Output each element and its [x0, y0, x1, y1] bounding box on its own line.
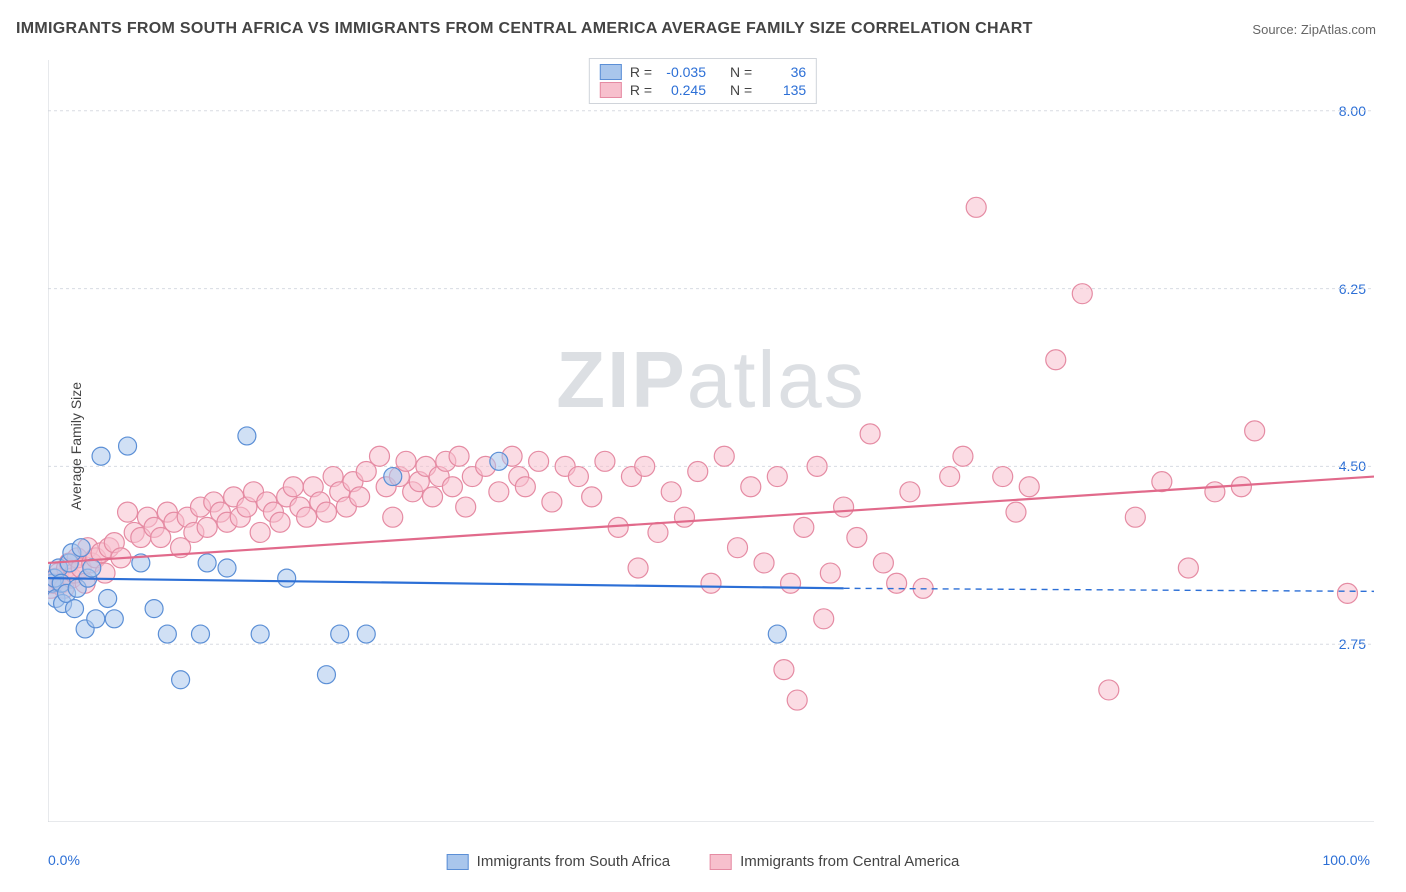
legend-item-pink: Immigrants from Central America [710, 853, 959, 870]
n-value-blue: 36 [760, 64, 806, 80]
r-label: R = [630, 82, 652, 98]
legend-label-blue: Immigrants from South Africa [477, 853, 670, 870]
legend-row-pink: R = 0.245 N = 135 [600, 81, 806, 99]
r-value-pink: 0.245 [660, 82, 706, 98]
swatch-blue [447, 854, 469, 870]
n-value-pink: 135 [760, 82, 806, 98]
plot-area: ZIPatlas [48, 60, 1374, 822]
legend-row-blue: R = -0.035 N = 36 [600, 63, 806, 81]
r-label: R = [630, 64, 652, 80]
source-label: Source: [1252, 22, 1297, 37]
chart-title: IMMIGRANTS FROM SOUTH AFRICA VS IMMIGRAN… [16, 20, 1033, 38]
source-name: ZipAtlas.com [1301, 22, 1376, 37]
legend-label-pink: Immigrants from Central America [740, 853, 959, 870]
n-label: N = [730, 82, 752, 98]
series-legend: Immigrants from South Africa Immigrants … [447, 853, 960, 870]
x-tick-min: 0.0% [48, 852, 80, 868]
scatter-plot [48, 60, 1374, 822]
swatch-blue [600, 64, 622, 80]
r-value-blue: -0.035 [660, 64, 706, 80]
legend-item-blue: Immigrants from South Africa [447, 853, 670, 870]
n-label: N = [730, 64, 752, 80]
correlation-legend: R = -0.035 N = 36 R = 0.245 N = 135 [589, 58, 817, 104]
x-tick-max: 100.0% [1323, 852, 1370, 868]
swatch-pink [710, 854, 732, 870]
swatch-pink [600, 82, 622, 98]
source-attribution: Source: ZipAtlas.com [1252, 22, 1376, 37]
